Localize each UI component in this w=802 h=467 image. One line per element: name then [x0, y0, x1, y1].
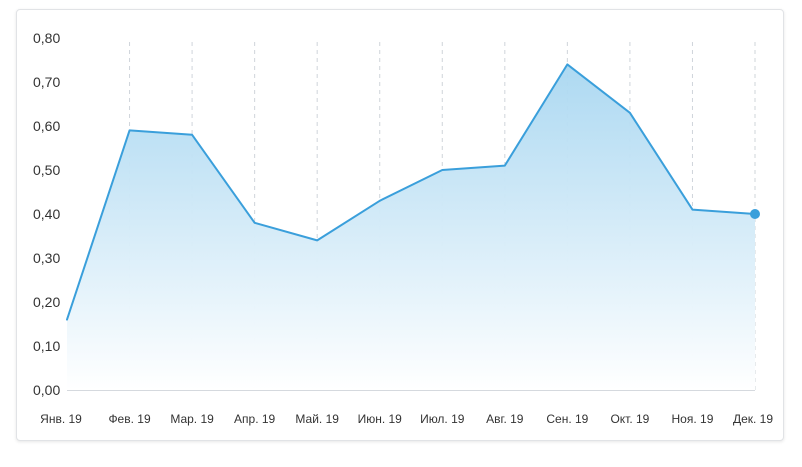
data-point — [377, 198, 382, 203]
y-tick-label: 0,20 — [33, 294, 60, 310]
y-tick-label: 0,30 — [33, 250, 60, 266]
y-tick-label: 0,70 — [33, 74, 60, 90]
y-tick-label: 0,50 — [33, 162, 60, 178]
data-point — [127, 128, 132, 133]
x-tick-label: Фев. 19 — [108, 412, 151, 426]
y-tick-label: 0,10 — [33, 338, 60, 354]
y-tick-label: 0,40 — [33, 206, 60, 222]
y-tick-label: 0,60 — [33, 118, 60, 134]
x-tick-label: Ноя. 19 — [672, 412, 714, 426]
series-line-layer — [66, 63, 756, 321]
x-tick-label: Авг. 19 — [486, 412, 524, 426]
area-fill — [67, 64, 755, 391]
data-point — [315, 238, 320, 243]
x-tick-label: Мар. 19 — [170, 412, 214, 426]
data-point — [440, 168, 445, 173]
data-point — [565, 62, 570, 67]
data-point — [690, 207, 695, 212]
x-tick-label: Окт. 19 — [610, 412, 649, 426]
y-tick-label: 0,80 — [33, 30, 60, 46]
area-fill-layer — [67, 64, 755, 391]
x-tick-label: Июл. 19 — [420, 412, 465, 426]
x-tick-label: Апр. 19 — [234, 412, 276, 426]
x-tick-label: Июн. 19 — [358, 412, 403, 426]
y-tick-label: 0,00 — [33, 382, 60, 398]
x-axis-ticks: Янв. 19 Фев. 19 Мар. 19 Апр. 19 Май. 19 Июн. … — [40, 412, 773, 426]
series-line — [66, 63, 756, 321]
data-point — [190, 132, 195, 137]
last-data-point — [750, 209, 760, 219]
data-point — [252, 220, 257, 225]
x-tick-label: Янв. 19 — [40, 412, 82, 426]
x-tick-label: Дек. 19 — [733, 412, 773, 426]
x-tick-label: Сен. 19 — [546, 412, 588, 426]
data-point — [627, 110, 632, 115]
y-axis-ticks: 0,00 0,10 0,20 0,30 0,40 0,50 0,60 0,70 0,80 — [33, 30, 60, 398]
data-point — [502, 163, 507, 168]
data-points-layer — [65, 62, 760, 322]
data-point — [65, 317, 70, 322]
x-tick-label: Май. 19 — [295, 412, 339, 426]
